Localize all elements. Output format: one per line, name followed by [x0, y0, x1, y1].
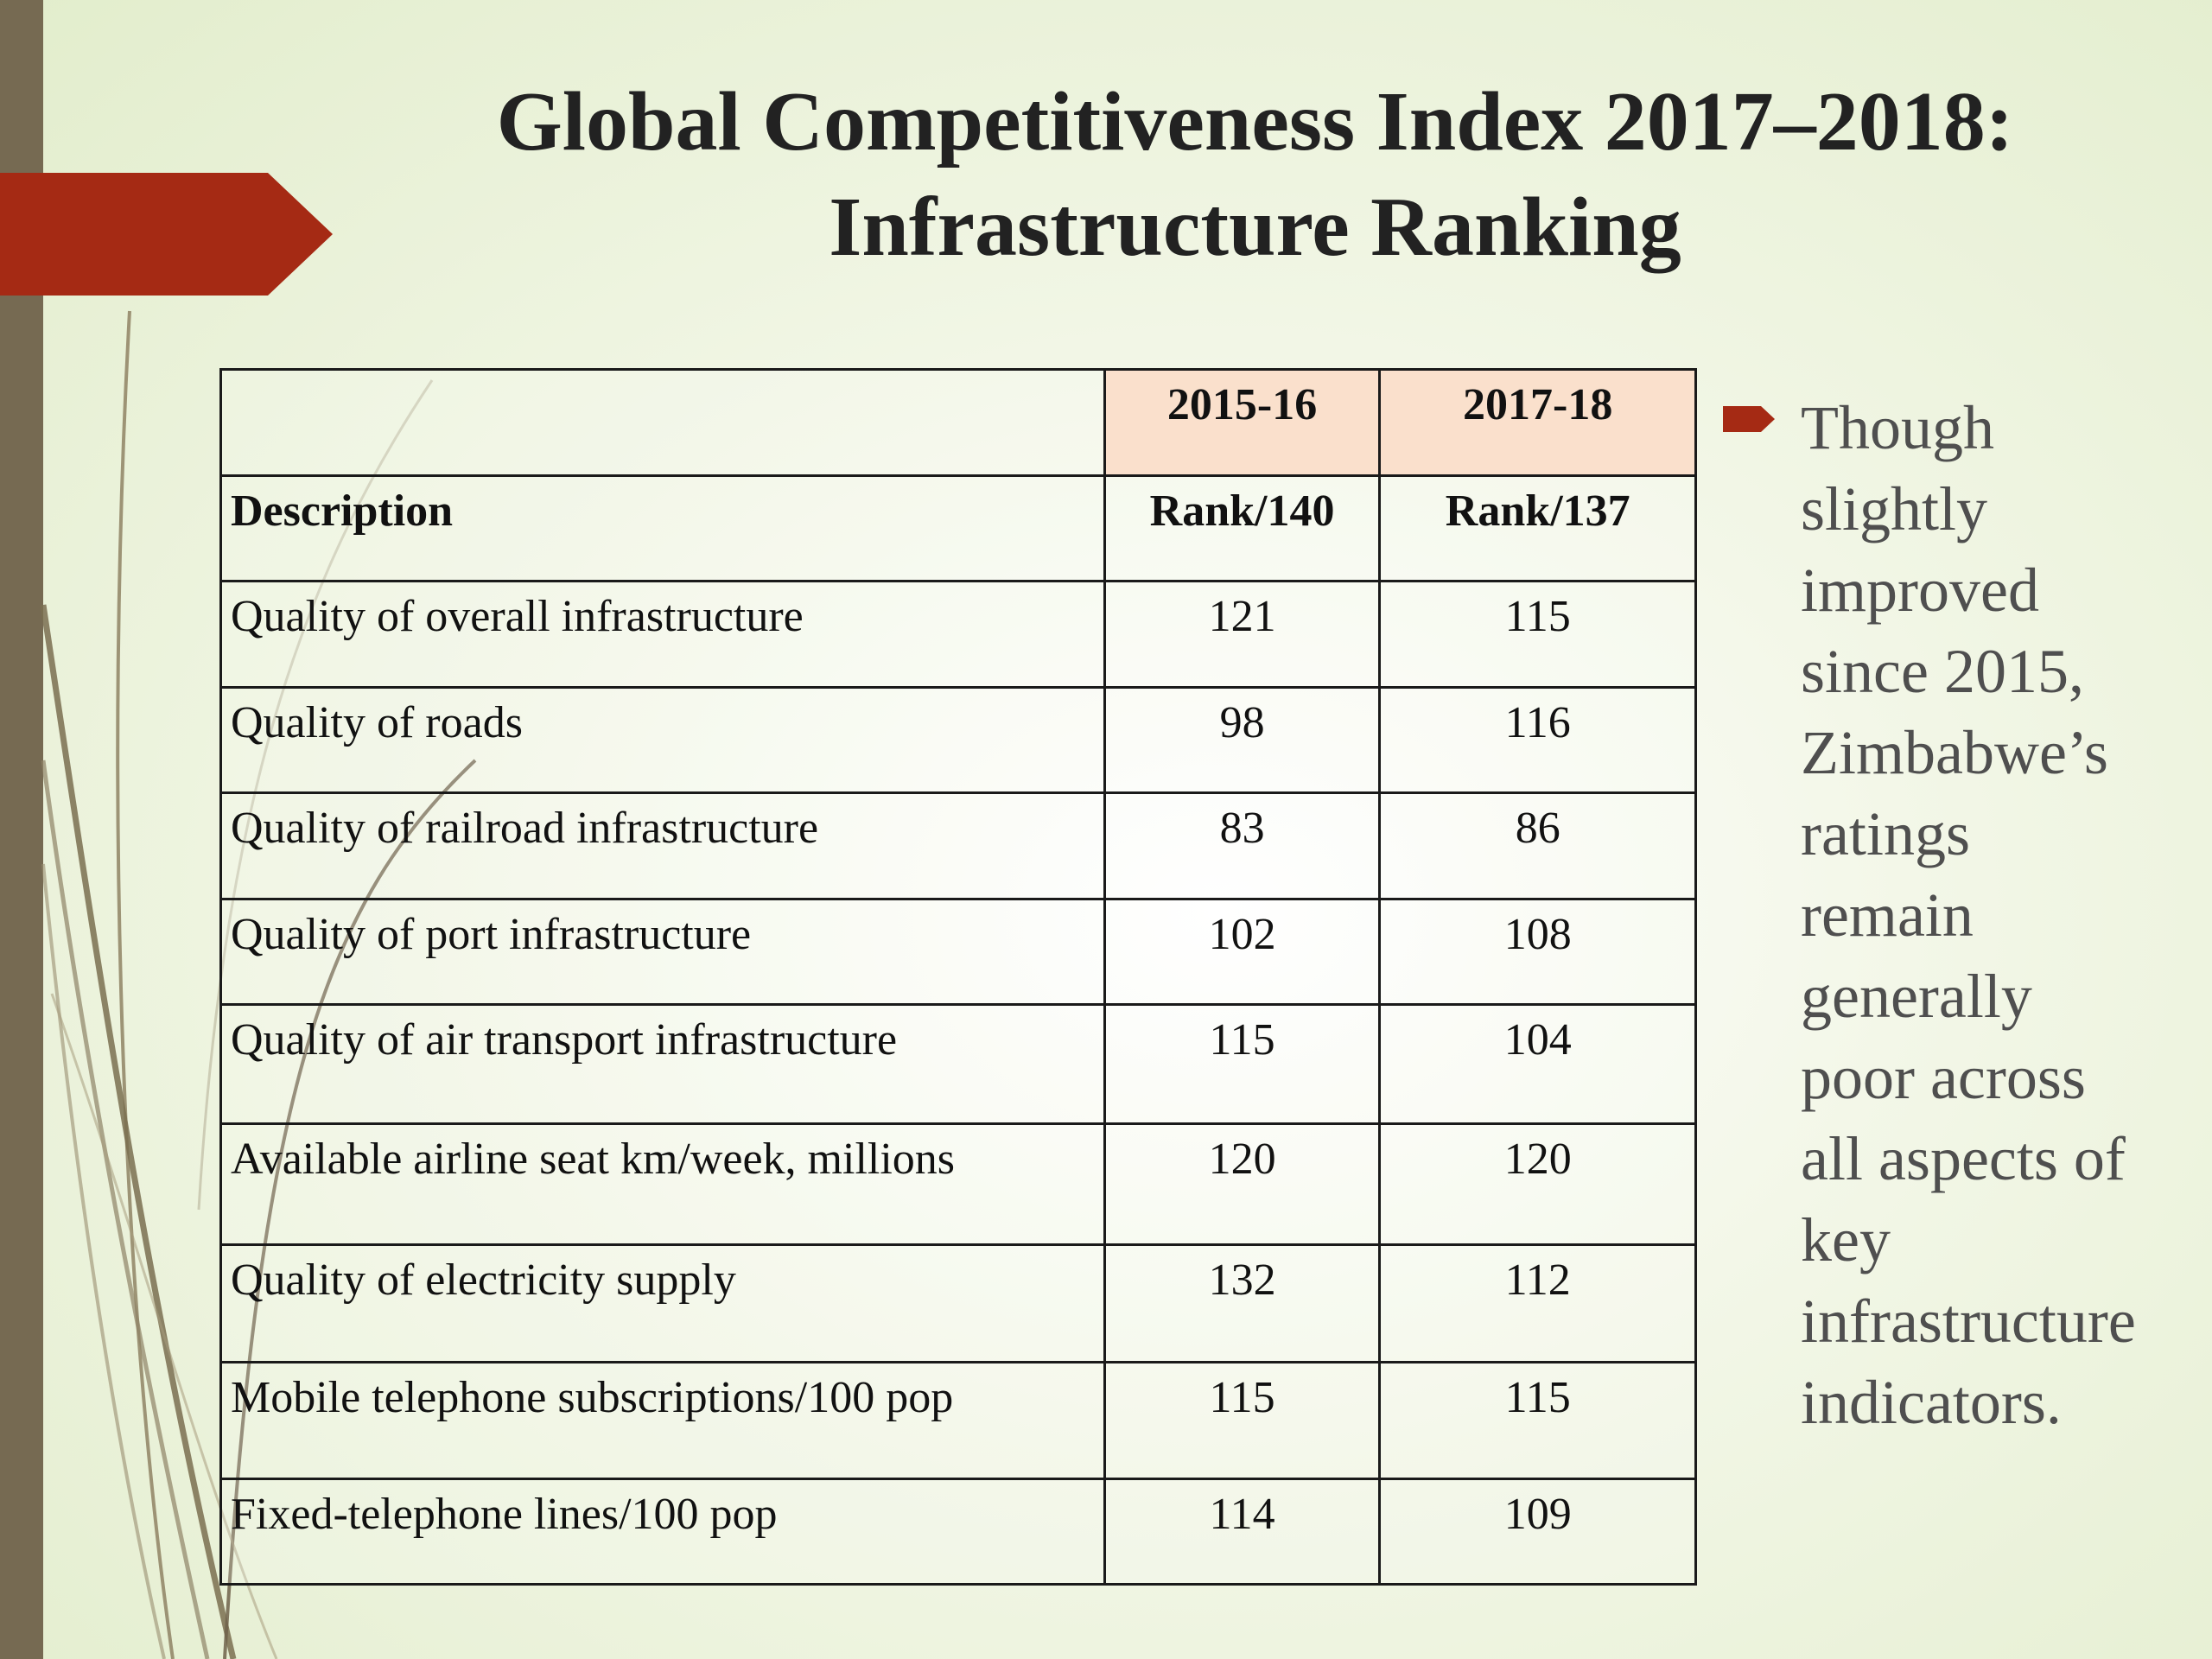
row-rank-2017-18: 109 [1378, 1478, 1697, 1586]
row-rank-2015-16: 115 [1103, 1003, 1382, 1125]
table-row: Fixed-telephone lines/100 pop 114 109 [219, 1478, 1697, 1586]
row-rank-2015-16: 132 [1103, 1243, 1382, 1363]
rank-137-header: Rank/137 [1378, 474, 1697, 582]
row-rank-2017-18: 120 [1378, 1122, 1697, 1246]
title-line-2: Infrastructure Ranking [829, 181, 1681, 274]
row-rank-2017-18: 112 [1378, 1243, 1697, 1363]
row-rank-2015-16: 102 [1103, 898, 1382, 1006]
row-rank-2017-18: 115 [1378, 1361, 1697, 1480]
table-subheader-row: Description Rank/140 Rank/137 [219, 474, 1697, 582]
table-row: Quality of port infrastructure 102 108 [219, 898, 1697, 1006]
row-description: Quality of overall infrastructure [219, 580, 1106, 689]
table-row: Quality of air transport infrastructure … [219, 1003, 1697, 1125]
header-2017-18: 2017-18 [1378, 368, 1697, 477]
header-empty-cell [219, 368, 1106, 477]
description-header: Description [219, 474, 1106, 582]
title-line-1: Global Competitiveness Index 2017–2018: [496, 75, 2014, 168]
table-row: Quality of overall infrastructure 121 11… [219, 580, 1697, 689]
row-rank-2015-16: 114 [1103, 1478, 1382, 1586]
row-description: Fixed-telephone lines/100 pop [219, 1478, 1106, 1586]
table-row: Quality of railroad infrastructure 83 86 [219, 791, 1697, 900]
row-rank-2017-18: 104 [1378, 1003, 1697, 1125]
row-description: Quality of air transport infrastructure [219, 1003, 1106, 1125]
row-description: Available airline seat km/week, millions [219, 1122, 1106, 1246]
header-2015-16: 2015-16 [1103, 368, 1382, 477]
rank-140-header: Rank/140 [1103, 474, 1382, 582]
row-rank-2017-18: 86 [1378, 791, 1697, 900]
table-row: Available airline seat km/week, millions… [219, 1122, 1697, 1246]
row-description: Mobile telephone subscriptions/100 pop [219, 1361, 1106, 1480]
row-rank-2015-16: 120 [1103, 1122, 1382, 1246]
table-row: Quality of electricity supply 132 112 [219, 1243, 1697, 1363]
row-description: Quality of roads [219, 686, 1106, 794]
row-rank-2017-18: 108 [1378, 898, 1697, 1006]
row-rank-2015-16: 115 [1103, 1361, 1382, 1480]
table-header-row: 2015-16 2017-18 [219, 368, 1697, 477]
table-row: Mobile telephone subscriptions/100 pop 1… [219, 1361, 1697, 1480]
row-rank-2015-16: 98 [1103, 686, 1382, 794]
row-description: Quality of port infrastructure [219, 898, 1106, 1006]
row-rank-2017-18: 116 [1378, 686, 1697, 794]
arrow-bullet-icon [1723, 406, 1775, 432]
red-arrow-banner [0, 173, 333, 296]
row-rank-2015-16: 83 [1103, 791, 1382, 900]
row-description: Quality of electricity supply [219, 1243, 1106, 1363]
page-title: Global Competitiveness Index 2017–2018: … [415, 69, 2095, 280]
infrastructure-ranking-table: 2015-16 2017-18 Description Rank/140 Ran… [219, 368, 1697, 1586]
bullet-text: Though slightly improved since 2015, Zim… [1801, 393, 2136, 1437]
row-description: Quality of railroad infrastructure [219, 791, 1106, 900]
row-rank-2015-16: 121 [1103, 580, 1382, 689]
row-rank-2017-18: 115 [1378, 580, 1697, 689]
table-row: Quality of roads 98 116 [219, 686, 1697, 794]
